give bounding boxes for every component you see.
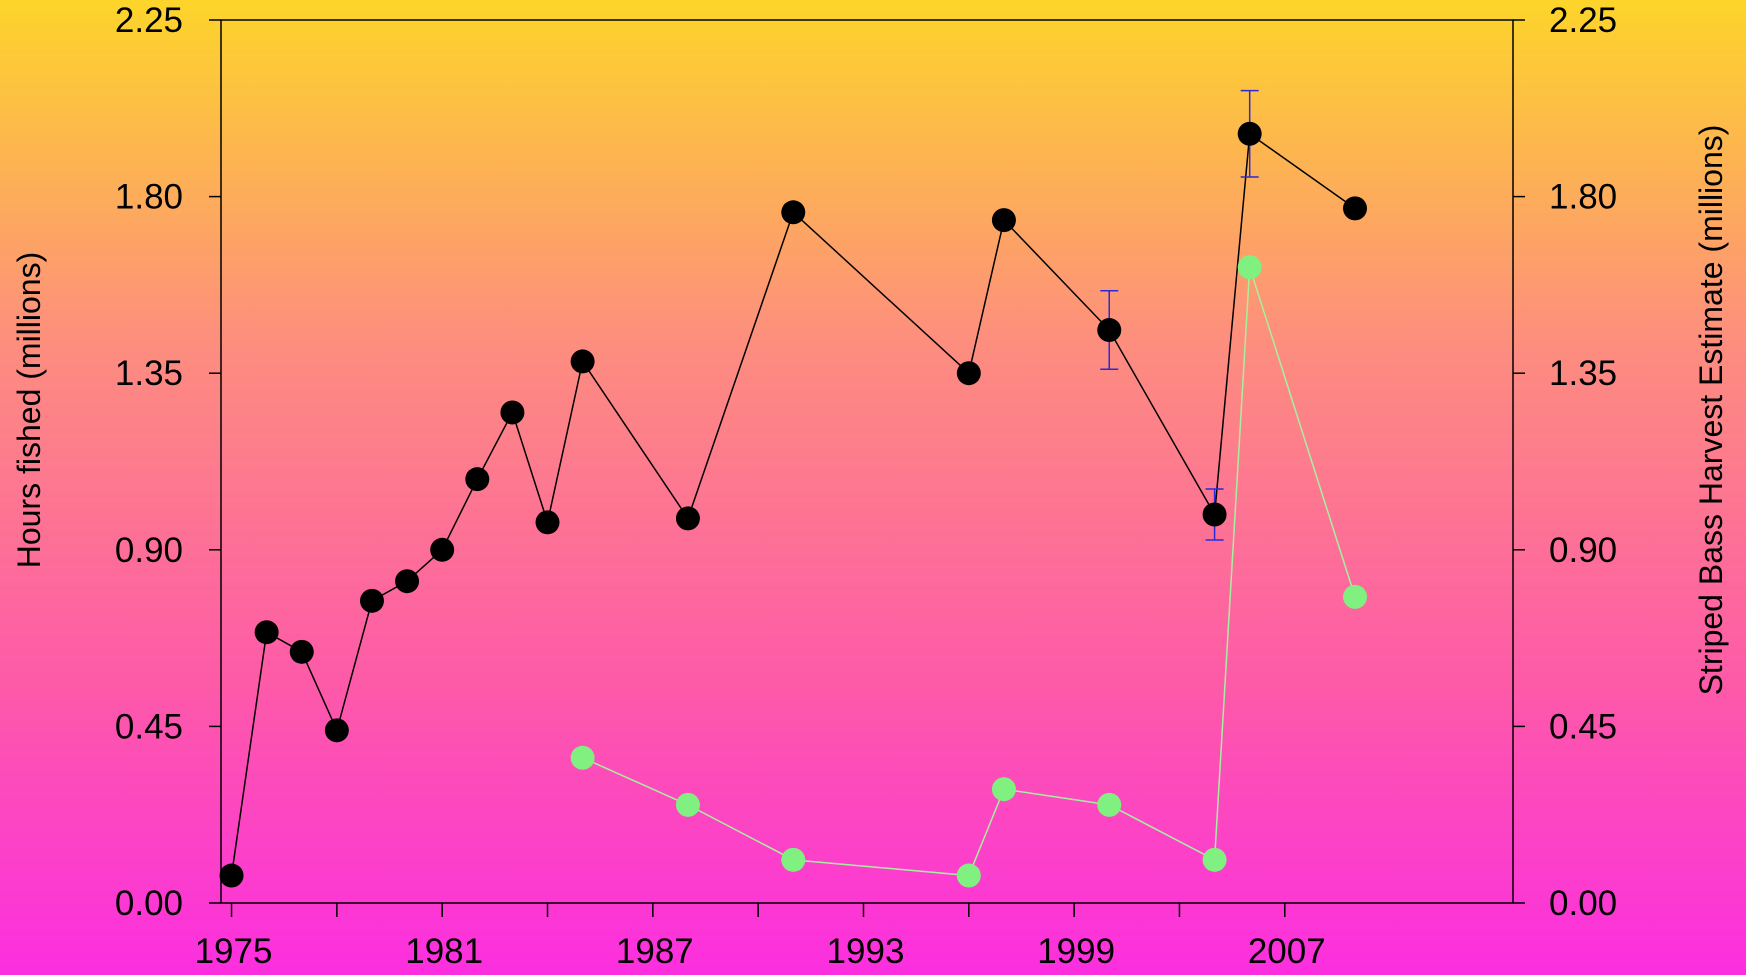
series-1 [219,89,1368,888]
right-axis-title: Striped Bass Harvest Estimate (millions) [1693,125,1729,696]
data-point [219,863,244,888]
right-y-tick-label: 1.35 [1549,354,1617,393]
x-tick-label: 1975 [195,932,273,971]
x-tick-label: 1987 [616,932,694,971]
data-point [1202,847,1227,872]
data-point [675,506,700,531]
data-point [1202,502,1227,527]
data-point [465,467,490,492]
data-point [359,588,384,613]
data-point [570,745,595,770]
data-point [430,537,455,562]
left-axis-title: Hours fished (millions) [11,252,47,569]
data-point [781,847,806,872]
data-point [395,569,420,594]
data-point [991,777,1016,802]
axes: 0.00 0.45 0.90 1.35 1.80 2.25 0.00 0.45 0.90 1.35… [115,1,1617,971]
data-point [1343,584,1368,609]
x-tick-label: 2007 [1248,932,1326,971]
x-tick-label: 1993 [827,932,905,971]
x-tick-label: 1999 [1037,932,1115,971]
series-2 [570,255,1368,888]
right-y-tick-label: 2.25 [1549,1,1617,40]
right-y-tick-label: 0.00 [1549,884,1617,923]
plot-frame [220,19,1514,904]
right-y-tick-label: 0.90 [1549,531,1617,570]
right-y-tick-label: 1.80 [1549,178,1617,217]
data-point [570,349,595,374]
x-tick-label: 1981 [405,932,483,971]
data-point [956,361,981,386]
data-point [1237,121,1262,146]
left-y-tick-label: 1.80 [115,178,183,217]
left-y-tick-label: 1.35 [115,354,183,393]
data-point [675,792,700,817]
data-point [254,620,279,645]
data-point [324,718,349,743]
data-point [535,510,560,535]
left-y-tick-label: 0.00 [115,884,183,923]
series-layer [219,89,1368,888]
data-point [289,639,314,664]
data-point [500,400,525,425]
data-point [1097,792,1122,817]
left-y-tick-label: 0.45 [115,707,183,746]
data-point [956,863,981,888]
data-point [991,208,1016,233]
left-y-tick-label: 2.25 [115,1,183,40]
series-line [230,132,1356,876]
data-point [1097,318,1122,343]
data-point [1237,255,1262,280]
data-point [781,200,806,225]
right-y-tick-label: 0.45 [1549,707,1617,746]
left-y-tick-label: 0.90 [115,531,183,570]
series-line [582,267,1356,877]
data-point [1343,196,1368,221]
